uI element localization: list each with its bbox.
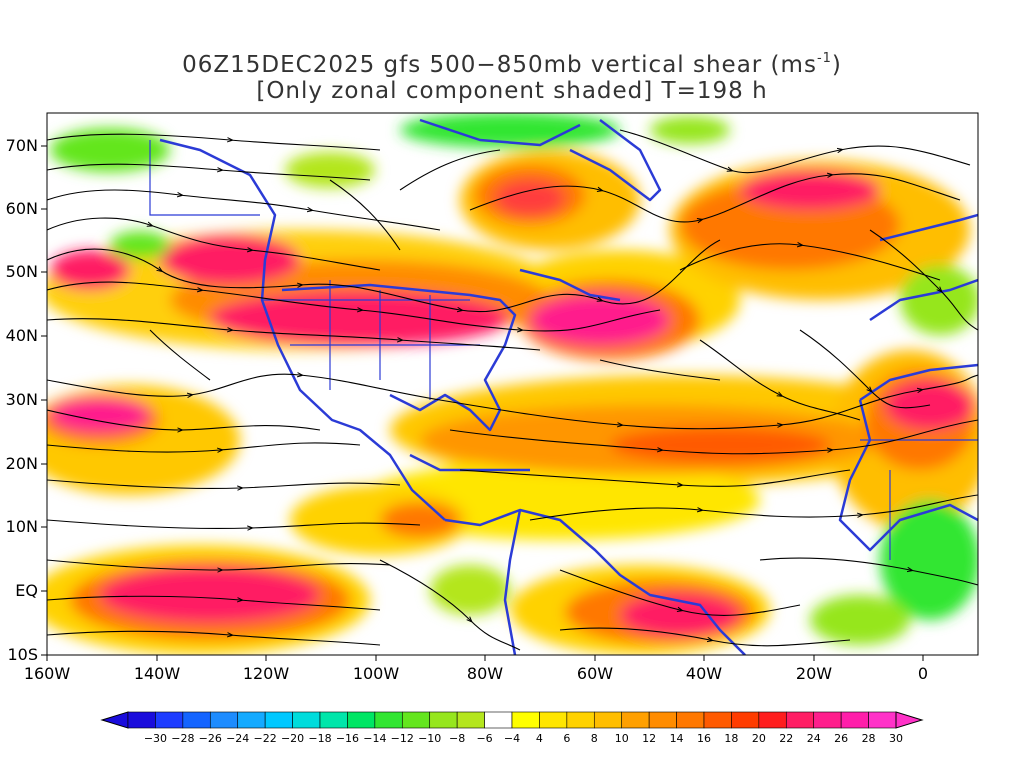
colorbar-swatch <box>868 711 897 729</box>
colorbar-label: 18 <box>724 732 738 745</box>
colorbar-label: 30 <box>889 732 903 745</box>
colorbar-swatch <box>374 711 403 729</box>
lat-label-50n: 50N <box>6 262 38 281</box>
colorbar-swatch <box>511 711 540 729</box>
lon-label-60w: 60W <box>577 664 613 683</box>
colorbar-swatch <box>127 711 156 729</box>
colorbar-swatch <box>237 711 266 729</box>
colorbar-label: −4 <box>504 732 520 745</box>
streamline-layer <box>47 129 978 651</box>
colorbar-arrow-left <box>100 711 129 729</box>
colorbar-label: −16 <box>336 732 359 745</box>
colorbar-swatch <box>456 711 485 729</box>
map-frame <box>46 112 979 656</box>
map-panel <box>47 113 978 655</box>
colorbar-arrow-right <box>895 711 924 729</box>
colorbar-label: 12 <box>642 732 656 745</box>
colorbar-swatch <box>813 711 842 729</box>
colorbar-swatch <box>209 711 239 729</box>
colorbar-label: 28 <box>862 732 876 745</box>
colorbar-swatch <box>566 711 595 729</box>
colorbar-swatch <box>292 711 321 729</box>
colorbar-label: 20 <box>752 732 766 745</box>
lon-label-140w: 140W <box>134 664 181 683</box>
colorbar-label: 8 <box>591 732 598 745</box>
colorbar-swatch <box>347 711 376 729</box>
colorbar-swatch <box>401 711 431 729</box>
colorbar-label: 10 <box>615 732 629 745</box>
colorbar-swatch <box>155 711 184 729</box>
lon-label-40w: 40W <box>686 664 722 683</box>
colorbar-swatch <box>731 711 760 729</box>
colorbar-swatch <box>703 711 732 729</box>
lon-label-100w: 100W <box>353 664 400 683</box>
colorbar-swatch <box>539 711 568 729</box>
colorbar-label: −6 <box>476 732 492 745</box>
colorbar-label: −30 <box>144 732 167 745</box>
colorbar-label: −20 <box>281 732 304 745</box>
colorbar-label: −10 <box>418 732 441 745</box>
colorbar-label: −18 <box>308 732 331 745</box>
colorbar-swatch <box>484 711 513 729</box>
map-subtitle: [Only zonal component shaded] T=198 h <box>256 78 767 104</box>
colorbar-label: 22 <box>779 732 793 745</box>
colorbar-swatch <box>319 711 348 729</box>
colorbar-label: −28 <box>171 732 194 745</box>
colorbar-label: 4 <box>536 732 543 745</box>
colorbar-swatch <box>621 711 650 729</box>
colorbar-swatch <box>182 711 211 729</box>
lon-label-20w: 20W <box>796 664 832 683</box>
lat-label-70n: 70N <box>6 136 38 155</box>
lat-label-20n: 20N <box>6 454 38 473</box>
lon-label-120w: 120W <box>243 664 290 683</box>
lon-label-160w: 160W <box>24 664 71 683</box>
colorbar-swatch <box>429 711 458 729</box>
colorbar-swatch <box>758 711 787 729</box>
lat-label-40n: 40N <box>6 326 38 345</box>
colorbar-label: 26 <box>834 732 848 745</box>
lat-label-10s: 10S <box>7 645 38 664</box>
colorbar-label: −12 <box>391 732 414 745</box>
colorbar-label: −22 <box>254 732 277 745</box>
colorbar-label: 14 <box>670 732 684 745</box>
colorbar-label: 6 <box>563 732 570 745</box>
lon-axis: 160W 140W 120W 100W 80W 60W 40W 20W 0 <box>24 655 928 683</box>
colorbar-label: −8 <box>449 732 465 745</box>
map-title: 06Z15DEC2025 gfs 500−850mb vertical shea… <box>182 51 842 78</box>
colorbar-label: −14 <box>363 732 386 745</box>
lat-label-10n: 10N <box>6 517 38 536</box>
colorbar-label: −24 <box>226 732 249 745</box>
colorbar-label: 16 <box>697 732 711 745</box>
lat-label-eq: EQ <box>15 581 38 600</box>
colorbar-swatch <box>676 711 705 729</box>
lon-label-0: 0 <box>918 664 928 683</box>
colorbar-swatch <box>840 711 869 729</box>
lon-label-80w: 80W <box>467 664 503 683</box>
colorbar-swatch <box>264 711 293 729</box>
colorbar: −30 −28 −26 −24 −22 −20 −18 −16 −14 −12 −10 −8 −6 −4 4… <box>100 711 924 745</box>
colorbar-swatch <box>648 711 677 729</box>
lat-axis: 70N 60N 50N 40N 30N 20N 10N EQ 10S <box>6 136 47 664</box>
lat-label-60n: 60N <box>6 199 38 218</box>
lat-label-30n: 30N <box>6 390 38 409</box>
colorbar-swatch <box>785 711 815 729</box>
colorbar-label: −26 <box>199 732 222 745</box>
colorbar-label: 24 <box>807 732 821 745</box>
colorbar-swatch <box>593 711 623 729</box>
